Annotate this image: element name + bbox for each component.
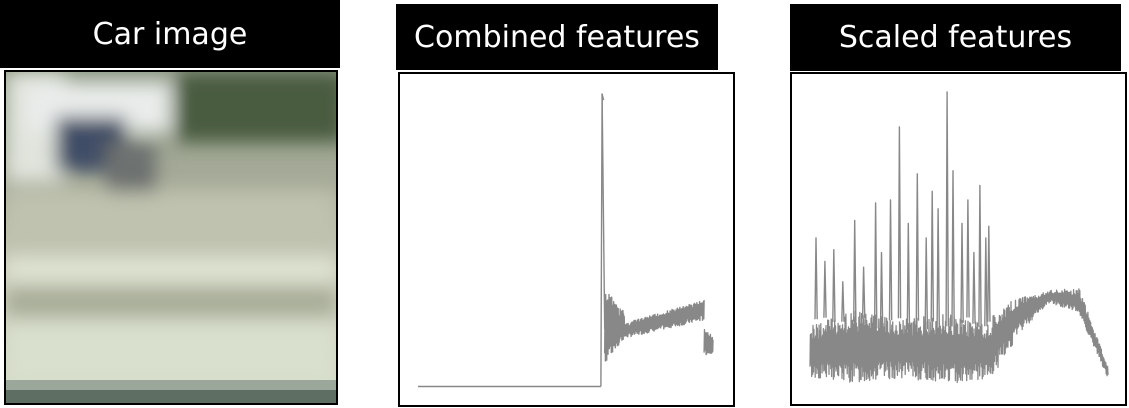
combined-series-segment-3 (604, 293, 626, 362)
scaled-features-title: Scaled features (790, 4, 1121, 71)
scaled-series-spike-8 (888, 199, 893, 321)
scaled-series-spike-21 (984, 237, 988, 327)
scaled-series-spike-18 (966, 199, 970, 318)
combined-features-plot (418, 93, 714, 388)
blurred-car-photo (6, 72, 336, 403)
scaled-series-spike-19 (972, 251, 976, 324)
scaled-series-spike-17 (960, 222, 964, 323)
scaled-series-spike-16 (951, 170, 955, 327)
scaled-series-spike-9 (897, 126, 902, 319)
car-image-frame (4, 70, 338, 405)
scaled-series-spike-5 (861, 266, 866, 319)
scaled-series-band (809, 310, 993, 384)
scaled-series-spike-10 (906, 222, 911, 330)
combined-series-segment-5 (703, 329, 714, 356)
car-image-title: Car image (0, 0, 340, 68)
combined-series-segment-1 (600, 93, 605, 387)
scaled-series-tail (991, 288, 1109, 377)
scaled-series-spike-6 (873, 202, 878, 329)
combined-series-segment-4 (623, 300, 705, 338)
scaled-series-spike-14 (936, 208, 940, 329)
scaled-series-spike-4 (853, 219, 857, 322)
combined-series-segment-2 (601, 93, 606, 330)
scaled-series-spike-20 (978, 184, 982, 327)
scaled-series-spike-0 (814, 237, 818, 320)
scaled-series-spike-13 (930, 190, 935, 322)
scaled-series-spike-2 (832, 249, 836, 323)
scaled-series-spike-22 (987, 225, 991, 322)
scaled-series-spike-11 (915, 173, 920, 321)
scaled-features-frame (790, 72, 1127, 406)
scaled-series-spike-1 (823, 260, 827, 318)
scaled-features-plot (809, 91, 1109, 384)
scaled-series-spike-7 (879, 251, 884, 328)
scaled-series-spike-3 (841, 281, 845, 322)
combined-features-title: Combined features (396, 4, 718, 70)
combined-features-frame (398, 72, 735, 407)
scaled-series-spike-12 (924, 237, 929, 330)
scaled-series-spike-15 (945, 91, 949, 327)
